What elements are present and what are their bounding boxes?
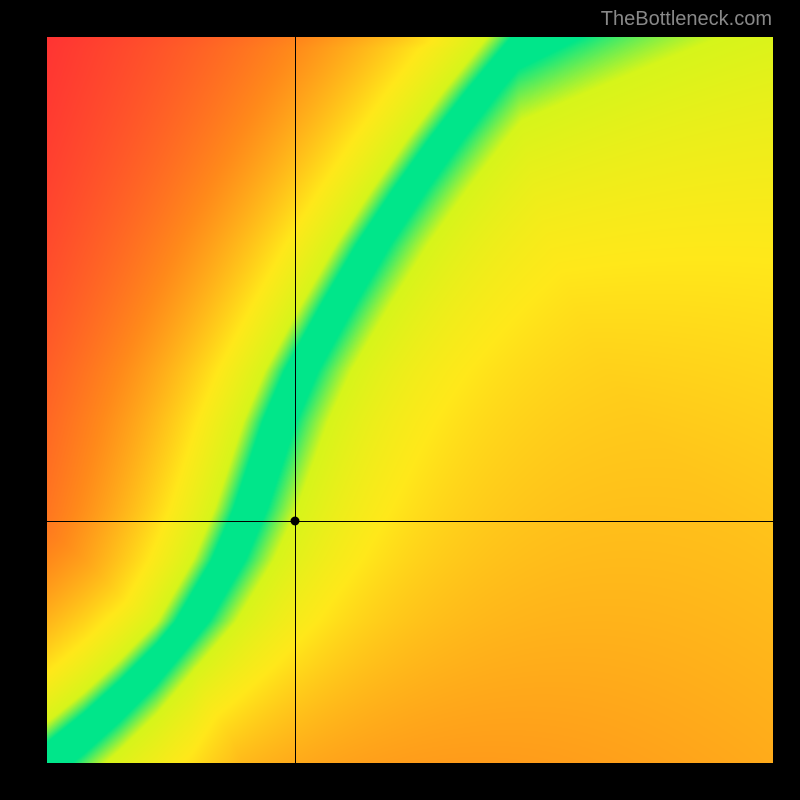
crosshair-dot [291, 517, 300, 526]
heatmap-canvas [47, 37, 773, 763]
crosshair-horizontal [47, 521, 773, 522]
watermark-text: TheBottleneck.com [601, 8, 772, 31]
crosshair-vertical [295, 37, 296, 763]
heatmap-chart [47, 37, 773, 763]
